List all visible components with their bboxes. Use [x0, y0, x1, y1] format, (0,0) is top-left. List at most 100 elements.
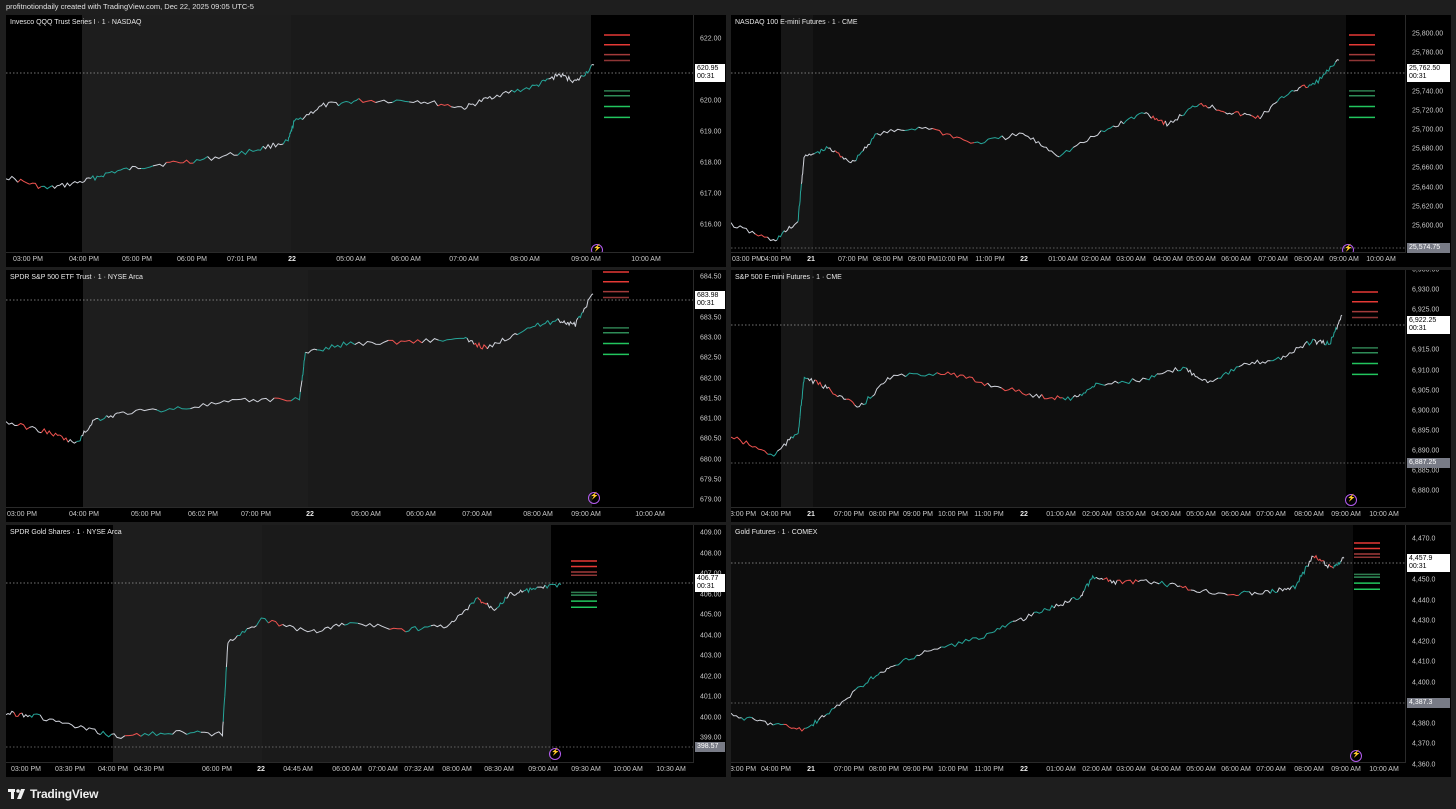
price-segment	[1259, 590, 1271, 595]
price-segment	[317, 346, 330, 352]
time-axis[interactable]: 03:00 PM 04:00 PM 05:00 PM 06:02 PM 07:00 PM…	[6, 507, 694, 522]
price-segment	[473, 341, 482, 349]
price-axis-label: 6,915.00	[1412, 346, 1440, 354]
price-segment	[548, 73, 556, 81]
price-segment	[453, 613, 462, 623]
price-axis-label: 4,440.0	[1412, 597, 1436, 604]
price-segment	[464, 102, 474, 110]
time-axis[interactable]: 3:00 PM 04:00 PM 21 07:00 PM 08:00 PM 09:00 P…	[731, 507, 1406, 522]
price-segment	[1307, 555, 1314, 567]
chart-plot-area[interactable]: Invesco QQQ Trust Series I · 1 · NASDAQ	[6, 15, 694, 253]
lightning-icon[interactable]	[1345, 494, 1357, 506]
price-chart-svg	[6, 525, 694, 763]
lightning-icon[interactable]	[549, 748, 561, 760]
time-axis[interactable]: 3:00 PM 04:00 PM 21 07:00 PM 08:00 PM 09:00 P…	[731, 762, 1406, 777]
price-segment	[1100, 125, 1114, 133]
lightning-icon[interactable]	[588, 492, 600, 504]
chart-title[interactable]: SPDR S&P 500 ETF Trust · 1 · NYSE Arca	[10, 274, 143, 281]
time-axis-label: 05:00 AM	[1186, 256, 1216, 263]
price-segment	[1276, 95, 1287, 102]
time-axis[interactable]: 03:00 PM 04:00 PM 05:00 PM 06:00 PM 07:01 PM…	[6, 252, 694, 267]
time-axis-label: 10:00 AM	[613, 766, 643, 773]
price-axis[interactable]: 4,470.04,460.04,450.04,440.04,430.04,420…	[1405, 525, 1451, 768]
lightning-icon[interactable]	[1342, 244, 1354, 253]
price-segment	[1072, 393, 1081, 398]
price-axis[interactable]: 25,800.0025,780.0025,760.0025,740.0025,7…	[1405, 15, 1451, 253]
last-price-value: 25,762.50	[1409, 65, 1441, 72]
price-axis-label: 680.00	[700, 456, 722, 464]
time-axis-label: 21	[807, 256, 815, 263]
price-axis-label: 6,890.00	[1412, 447, 1440, 455]
price-axis[interactable]: 684.50684.00683.50683.00682.50682.00681.…	[693, 270, 726, 508]
chart-plot-area[interactable]: NASDAQ 100 E-mini Futures · 1 · CME	[731, 15, 1406, 253]
price-axis-label: 684.50	[700, 273, 722, 281]
session-background	[262, 525, 551, 763]
price-segment	[357, 622, 375, 628]
price-segment	[872, 383, 882, 397]
lightning-icon[interactable]	[1350, 750, 1362, 762]
chart-title[interactable]: Gold Futures · 1 · COMEX	[735, 529, 818, 536]
price-segment	[818, 714, 826, 721]
price-segment	[6, 175, 19, 183]
price-segment	[482, 601, 488, 605]
price-segment	[215, 721, 224, 738]
price-segment	[797, 416, 801, 434]
chart-panel[interactable]: S&P 500 E-mini Futures · 1 · CME 6,935.00…	[731, 270, 1451, 522]
low-price-badge: 398.57	[695, 742, 725, 752]
price-axis[interactable]: 622.00621.00620.00619.00618.00617.00616.…	[693, 15, 726, 253]
session-background	[731, 525, 1353, 763]
time-axis-label: 08:00 PM	[869, 766, 899, 773]
time-axis-label: 02:00 AM	[1082, 511, 1112, 518]
chart-title[interactable]: SPDR Gold Shares · 1 · NYSE Arca	[10, 529, 122, 536]
session-background	[731, 15, 781, 253]
time-axis-label: 07:00 AM	[368, 766, 398, 773]
chart-panel[interactable]: NASDAQ 100 E-mini Futures · 1 · CME 25,80…	[731, 15, 1451, 267]
price-segment	[772, 722, 784, 726]
price-chart-svg	[731, 15, 1406, 253]
price-axis[interactable]: 6,935.006,930.006,925.006,920.006,915.00…	[1405, 270, 1451, 508]
chart-panel[interactable]: Gold Futures · 1 · COMEX 4,470.04,460.04,…	[731, 525, 1451, 777]
price-segment	[869, 133, 878, 145]
chart-title[interactable]: NASDAQ 100 E-mini Futures · 1 · CME	[735, 19, 858, 26]
chart-plot-area[interactable]: S&P 500 E-mini Futures · 1 · CME	[731, 270, 1406, 508]
time-axis-label: 07:01 PM	[227, 256, 257, 263]
time-axis[interactable]: 03:00 PM 04:00 PM 21 07:00 PM 08:00 PM 09:00 …	[731, 252, 1406, 267]
price-segment	[828, 147, 836, 153]
price-axis[interactable]: 409.00408.00407.00406.00405.00404.00403.…	[693, 525, 726, 763]
lightning-icon[interactable]	[591, 244, 603, 253]
price-axis-label: 25,740.00	[1412, 88, 1444, 96]
session-background	[781, 270, 813, 508]
chart-panel[interactable]: SPDR S&P 500 ETF Trust · 1 · NYSE Arca 68…	[6, 270, 726, 522]
price-segment	[987, 135, 1003, 140]
price-segment	[1144, 112, 1152, 119]
chart-panel[interactable]: Invesco QQQ Trust Series I · 1 · NASDAQ 6…	[6, 15, 726, 267]
price-segment	[388, 339, 406, 345]
price-segment	[237, 148, 254, 156]
chart-plot-area[interactable]: Gold Futures · 1 · COMEX	[731, 525, 1406, 763]
time-axis[interactable]: 03:00 PM 03:30 PM 04:00 PM 04:30 PM 06:00 PM…	[6, 762, 694, 777]
price-axis-label: 25,660.00	[1412, 164, 1444, 172]
price-segment	[1280, 352, 1290, 360]
chart-title[interactable]: Invesco QQQ Trust Series I · 1 · NASDAQ	[10, 19, 142, 26]
price-segment	[192, 156, 208, 164]
price-segment	[904, 126, 919, 131]
chart-plot-area[interactable]: SPDR S&P 500 ETF Trust · 1 · NYSE Arca	[6, 270, 694, 508]
tradingview-logo[interactable]: TradingView	[8, 787, 98, 801]
time-axis-label: 10:00 PM	[938, 766, 968, 773]
price-segment	[1186, 367, 1194, 377]
chart-panel[interactable]: SPDR Gold Shares · 1 · NYSE Arca 409.00 40…	[6, 525, 726, 777]
time-axis-label: 07:00 AM	[1258, 256, 1288, 263]
price-segment	[855, 150, 864, 161]
price-segment	[1093, 382, 1105, 388]
chart-title[interactable]: S&P 500 E-mini Futures · 1 · CME	[735, 274, 842, 281]
chart-plot-area[interactable]: SPDR Gold Shares · 1 · NYSE Arca	[6, 525, 694, 763]
time-axis-label: 21	[807, 511, 815, 518]
time-axis-label: 06:02 PM	[188, 511, 218, 518]
price-segment	[799, 183, 802, 206]
price-segment	[1015, 132, 1029, 137]
time-axis-label: 03:00 PM	[13, 256, 43, 263]
price-segment	[1319, 339, 1325, 345]
time-axis-label: 11:00 PM	[975, 256, 1005, 263]
time-axis-label: 10:30 AM	[656, 766, 686, 773]
price-axis-label: 680.50	[700, 435, 722, 443]
